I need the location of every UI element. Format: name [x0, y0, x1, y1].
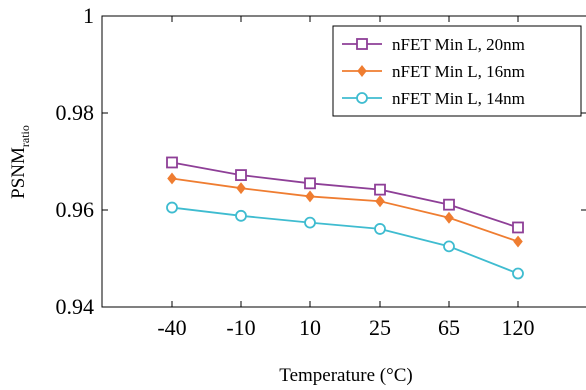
- legend-marker: [357, 65, 367, 77]
- y-tick-label: 1: [83, 3, 94, 28]
- data-point-marker: [444, 211, 454, 224]
- legend-entry-label: nFET Min L, 20nm: [392, 35, 525, 54]
- data-point-marker: [512, 221, 524, 234]
- data-point-marker: [374, 183, 386, 196]
- data-point-marker: [304, 177, 316, 190]
- series-line-1: [171, 161, 519, 229]
- legend-marker: [356, 92, 368, 104]
- data-point-marker: [166, 201, 178, 214]
- x-tick-label: 120: [502, 315, 535, 340]
- data-point-marker: [374, 223, 386, 235]
- x-axis-title: Temperature (°C): [279, 365, 412, 386]
- data-point-marker: [443, 198, 455, 211]
- y-axis-title-subscript: ratio: [18, 125, 32, 147]
- legend-entry-label: nFET Min L, 16nm: [392, 62, 525, 81]
- y-tick-label: 0.96: [56, 197, 95, 222]
- series-group-1: [166, 156, 524, 234]
- x-tick-label: -40: [157, 315, 186, 340]
- series-group-3: [166, 201, 524, 280]
- x-tick-label: -10: [226, 315, 255, 340]
- series-line-2: [171, 177, 519, 243]
- data-point-marker: [513, 235, 523, 248]
- plot-area-frame: [101, 15, 586, 308]
- data-point-marker: [235, 209, 247, 222]
- y-axis-ticks: 0.94 0.96 0.98 1: [56, 3, 586, 319]
- y-tick-label: 0.98: [56, 100, 95, 125]
- y-tick-label: 0.94: [56, 294, 95, 319]
- data-point-marker: [443, 240, 455, 253]
- legend-entry-label: nFET Min L, 14nm: [392, 89, 525, 108]
- data-point-marker: [305, 190, 315, 203]
- x-tick-label: 25: [369, 315, 391, 340]
- legend-marker: [356, 38, 368, 50]
- data-point-marker: [512, 267, 524, 280]
- x-axis-ticks: -40 -10 10 25 65 120: [157, 16, 535, 340]
- data-point-marker: [236, 182, 246, 195]
- data-point-marker: [375, 195, 385, 208]
- series-group-2: [167, 172, 523, 248]
- legend-items: nFET Min L, 20nm nFET Min L, 16nm nFET Min…: [342, 35, 525, 108]
- data-point-marker: [235, 169, 247, 181]
- data-point-marker: [167, 172, 177, 185]
- y-axis-title-main: PSNM: [8, 147, 29, 199]
- x-tick-label: 10: [299, 315, 321, 340]
- series-layer: [166, 156, 524, 280]
- legend: nFET Min L, 20nm nFET Min L, 16nm nFET Min…: [332, 25, 582, 117]
- data-point-marker: [304, 216, 316, 229]
- data-point-marker: [166, 156, 178, 169]
- series-line-3: [171, 206, 519, 275]
- x-tick-label: 65: [438, 315, 460, 340]
- y-axis-title: PSNMratio: [8, 125, 32, 199]
